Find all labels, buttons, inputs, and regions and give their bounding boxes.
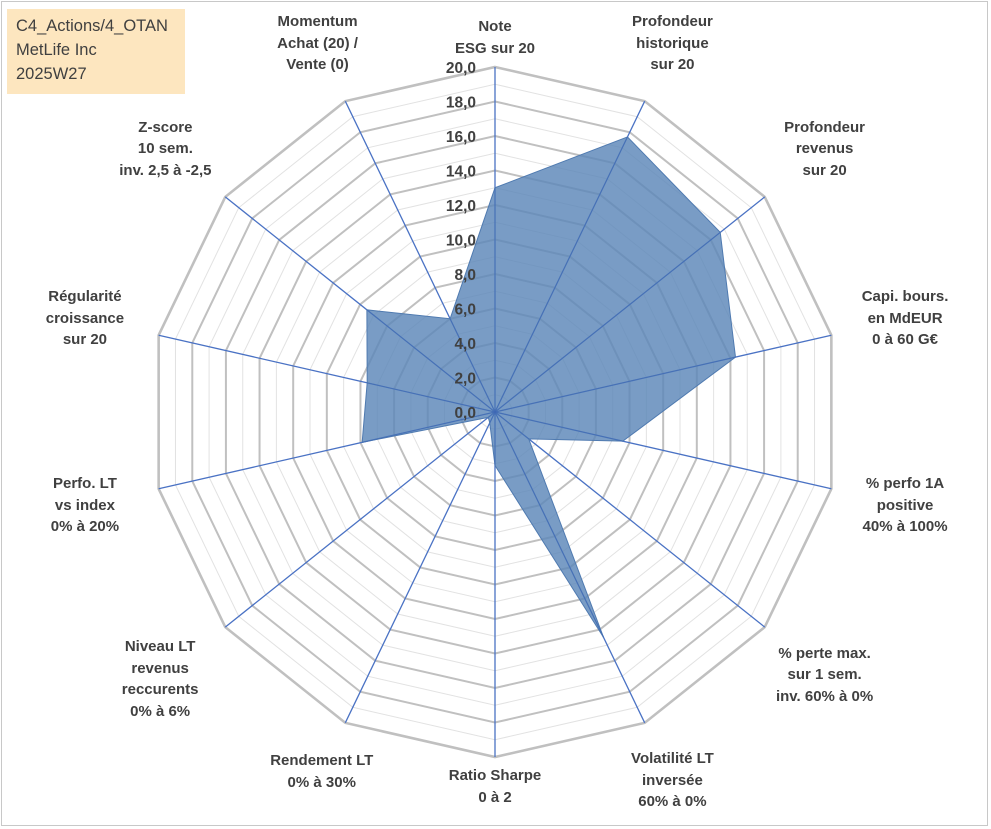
- radar-series: [361, 136, 737, 638]
- spoke-overlay: [367, 382, 496, 413]
- axis-label-line: inv. 2,5 à -2,5: [119, 161, 212, 179]
- axis-label-line: 0% à 20%: [50, 518, 120, 536]
- axis-label-line: 0% à 6%: [130, 702, 191, 720]
- spoke-overlay: [494, 411, 530, 440]
- radial-tick-label: 6,0: [454, 302, 476, 319]
- radar-spoke: [494, 411, 766, 628]
- axis-label-line: 0 à 2: [478, 788, 512, 806]
- spoke-overlay: [494, 411, 623, 442]
- axis-label-line: reccurents: [121, 681, 199, 699]
- axis-label: Perfo. LT vs index 0% à 20%: [0, 473, 180, 538]
- axis-label-line: Note: [478, 18, 512, 35]
- axis-label-line: revenus: [131, 659, 189, 677]
- axis-label: % perfo 1A positive 40% à 100%: [810, 473, 991, 538]
- spoke-overlay: [494, 411, 604, 638]
- axis-label-line: inversée: [641, 771, 703, 789]
- axis-label: Niveau LT revenus reccurents 0% à 6%: [65, 636, 255, 722]
- axis-label-line: inv. 60% à 0%: [775, 687, 874, 705]
- radial-tick-label: 4,0: [454, 336, 476, 353]
- radial-tick-label: 2,0: [454, 371, 476, 388]
- info-portfolio: C4_Actions/4_OTAN: [16, 17, 168, 35]
- axis-label: Ratio Sharpe 0 à 2: [400, 765, 590, 808]
- spoke-overlay: [362, 411, 496, 443]
- radar-spoke: [344, 411, 496, 724]
- axis-label-line: % perte max.: [778, 644, 871, 662]
- spoke-overlay: [494, 136, 628, 413]
- axis-label-line: Ratio Sharpe: [448, 767, 542, 784]
- series-area: [361, 136, 737, 638]
- axis-label-line: Vente (0): [286, 56, 349, 74]
- axis-label-line: historique: [636, 34, 709, 52]
- axis-label-line: Rendement LT: [270, 752, 374, 770]
- axis-label: Note ESG sur 20: [400, 16, 590, 59]
- axis-label: Rendement LT 0% à 30%: [227, 750, 417, 793]
- axis-label: Capi. bours. en MdEUR 0 à 60 G€: [810, 286, 991, 351]
- axis-label-line: croissance: [45, 309, 125, 327]
- axis-label-line: revenus: [795, 140, 854, 158]
- spoke-overlay: [494, 356, 736, 413]
- info-box: C4_Actions/4_OTAN MetLife Inc 2025W27: [7, 9, 185, 94]
- spoke-overlay: [489, 411, 496, 424]
- axis-label: Profondeur historique sur 20: [577, 11, 767, 76]
- axis-label-line: vs index: [54, 496, 115, 514]
- axis-label-line: sur 20: [802, 161, 847, 179]
- axis-label: Profondeur revenus sur 20: [730, 117, 920, 182]
- spoke-overlay: [366, 309, 496, 413]
- axis-label-line: 0 à 60 G€: [872, 331, 938, 349]
- axis-label-line: Régularité: [48, 288, 122, 306]
- info-company: MetLife Inc: [16, 41, 97, 59]
- axis-label-line: Volatilité LT: [631, 750, 714, 768]
- radar-spoke: [224, 411, 496, 628]
- axis-label-line: sur 20: [650, 56, 695, 74]
- axis-label-line: Profondeur: [784, 118, 866, 136]
- axis-label-line: Profondeur: [632, 13, 713, 31]
- radial-tick-label: 8,0: [454, 267, 476, 284]
- axis-label: Momentum Achat (20) / Vente (0): [223, 11, 413, 76]
- spoke-overlay: [487, 411, 496, 418]
- axis-label: Volatilité LT inversée 60% à 0%: [577, 748, 767, 813]
- axis-label-line: sur 1 sem.: [787, 666, 862, 684]
- axis-label-line: sur 20: [62, 331, 108, 349]
- axis-label-line: ESG sur 20: [454, 39, 536, 57]
- axis-label-line: en MdEUR: [867, 309, 943, 327]
- radial-tick-label: 14,0: [446, 164, 476, 181]
- axis-label-line: 40% à 100%: [862, 518, 948, 536]
- radial-tick-label: 20,0: [446, 60, 476, 77]
- axis-label-line: positive: [876, 496, 934, 514]
- spoke-overlay: [494, 231, 721, 413]
- axis-label-line: Niveau LT: [124, 638, 196, 656]
- radial-tick-label: 16,0: [446, 129, 476, 146]
- axis-label-line: Capi. bours.: [861, 288, 949, 306]
- radial-tick-label: 10,0: [446, 233, 476, 250]
- radial-tick-label: 12,0: [446, 198, 476, 215]
- radial-tick-labels: 0,0 2,0 4,0 6,0 8,0 10,0 12,0 14,0 16,0 18,0 20,0: [446, 60, 476, 422]
- radial-tick-label: 18,0: [446, 95, 476, 112]
- axis-label: Z-score 10 sem. inv. 2,5 à -2,5: [70, 117, 260, 182]
- axis-label-line: Momentum: [277, 13, 358, 31]
- axis-label-line: Achat (20) /: [277, 34, 358, 52]
- radial-tick-label: 0,0: [454, 405, 476, 422]
- axis-label-line: Z-score: [138, 118, 193, 136]
- spoke-overlay: [449, 318, 496, 413]
- axis-label-line: Perfo. LT: [52, 475, 117, 493]
- axis-label-line: 10 sem.: [137, 140, 193, 158]
- info-week: 2025W27: [16, 65, 87, 83]
- axis-label-line: 0% à 30%: [287, 773, 356, 791]
- axis-label-line: 60% à 0%: [638, 793, 707, 811]
- axis-label-line: % perfo 1A: [865, 475, 945, 493]
- axis-label: % perte max. sur 1 sem. inv. 60% à 0%: [730, 643, 920, 708]
- axis-label: Régularité croissance sur 20: [0, 286, 180, 351]
